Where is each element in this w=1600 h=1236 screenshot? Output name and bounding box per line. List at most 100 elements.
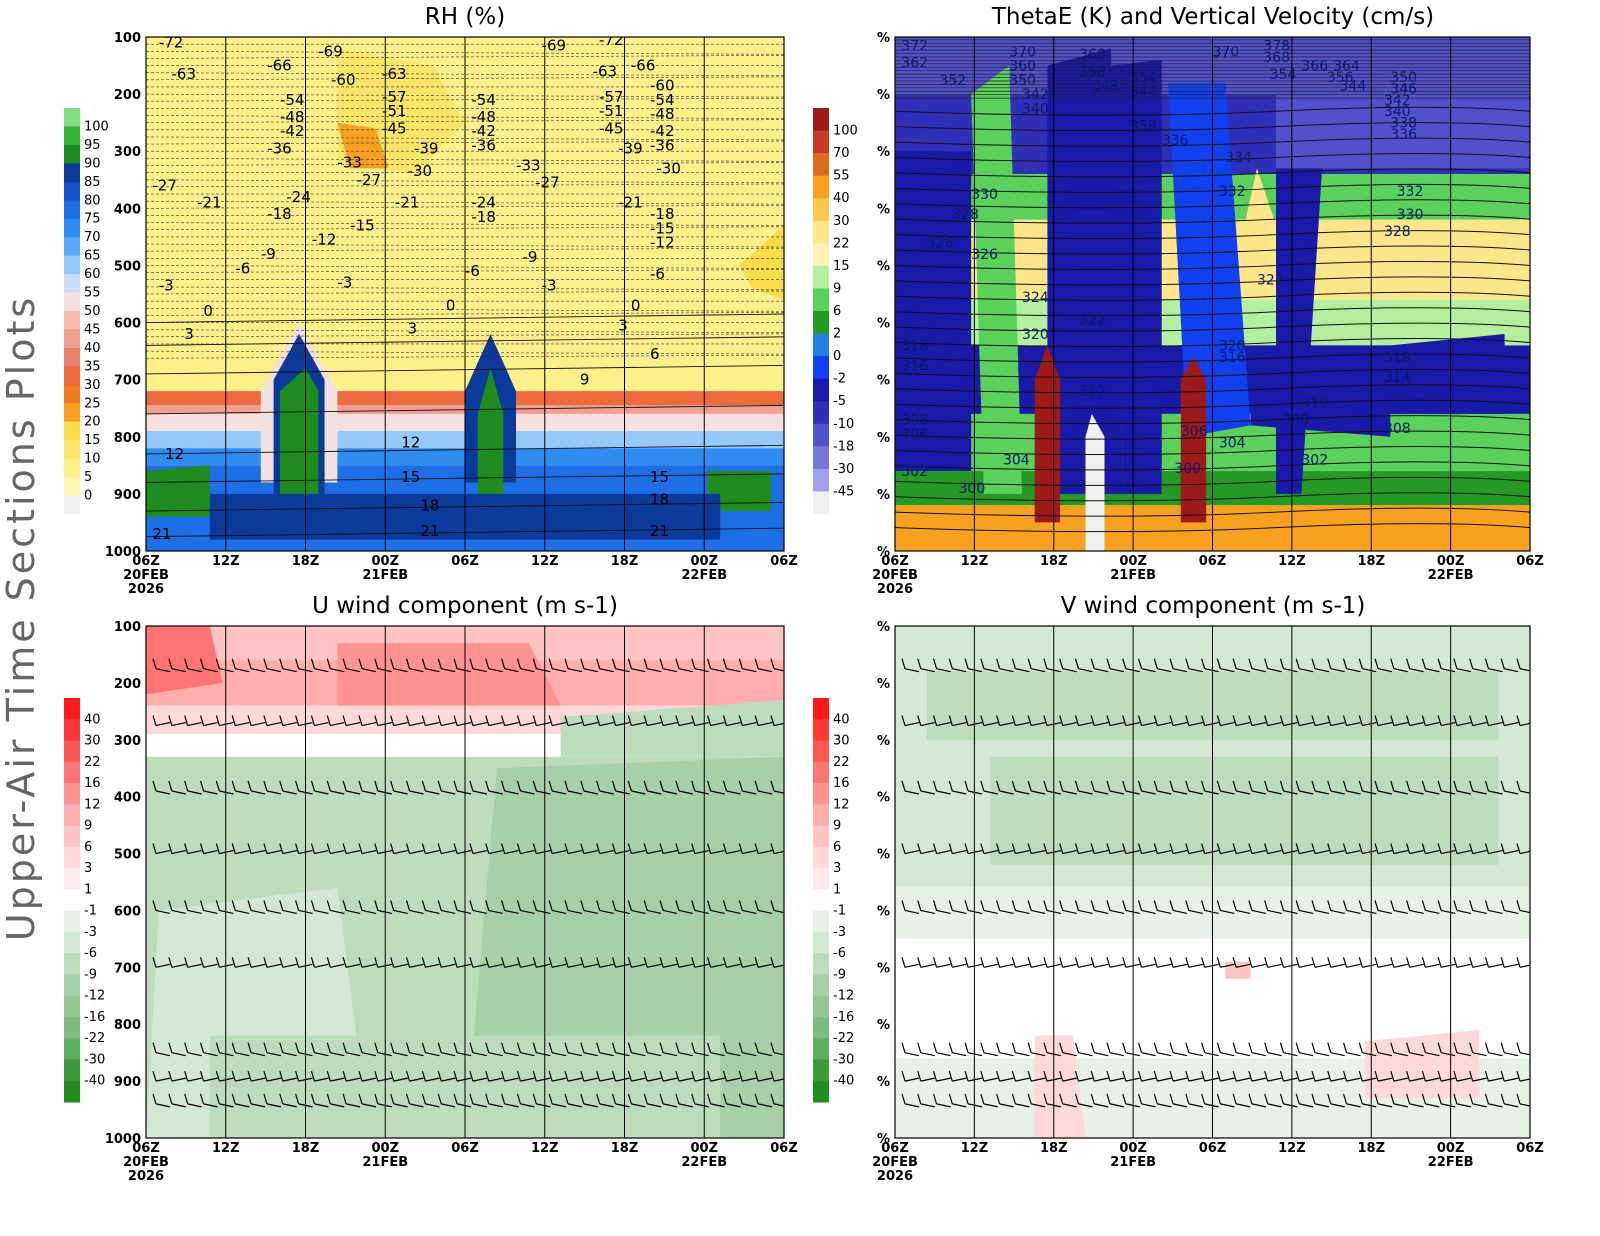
wind-barb-flag <box>390 900 395 911</box>
wind-barb <box>1141 1103 1156 1108</box>
rh-contour-label: -27 <box>152 176 177 194</box>
wind-barb <box>758 849 773 855</box>
wind-barb-flag <box>516 957 522 968</box>
thetae-contour <box>895 106 1530 116</box>
wind-barb <box>1015 1077 1030 1082</box>
wind-barb-flag <box>1027 715 1032 726</box>
wind-barb-flag <box>152 900 157 911</box>
colorbar-label: 60 <box>84 267 101 282</box>
wind-barb-flag <box>1453 780 1458 792</box>
sinking-column <box>1250 345 1391 437</box>
temp-contour <box>146 269 784 273</box>
wind-barb <box>203 790 218 795</box>
colorbar-swatch <box>813 1080 829 1103</box>
wind-barb <box>520 849 535 855</box>
y-tick-label: % <box>877 848 890 863</box>
wind-barb-flag <box>1264 715 1269 726</box>
wind-barb <box>1314 849 1330 855</box>
wind-barb-flag <box>453 900 458 911</box>
wind-barb-flag <box>1137 780 1143 792</box>
temp-contour <box>146 247 784 252</box>
wind-barb <box>999 790 1014 795</box>
wind-barb-flag <box>564 1070 569 1082</box>
colorbar-swatch <box>64 953 80 975</box>
wind-barb-flag <box>1185 715 1190 726</box>
wind-barb-flag <box>1122 1093 1127 1105</box>
colorbar-label: 16 <box>833 776 850 791</box>
wind-barb <box>361 963 377 968</box>
wind-barb-flag <box>1484 1042 1490 1053</box>
x-date-label: 22FEB <box>681 568 727 583</box>
wind-barb <box>1015 668 1030 673</box>
colorbar-swatch <box>64 889 80 912</box>
wind-barb-flag <box>1185 1070 1190 1082</box>
wind-barb-flag <box>1437 1042 1442 1053</box>
rh-contour-label: -57 <box>599 88 624 106</box>
wind-barb <box>936 1103 951 1108</box>
thetae-contour-label: 350 <box>1390 70 1417 86</box>
wind-barb <box>1425 721 1440 727</box>
wind-barb <box>567 909 583 915</box>
wind-barb-flag <box>374 1042 379 1053</box>
wind-barb-flag <box>215 1070 220 1082</box>
wind-barb <box>1236 1103 1251 1108</box>
wind-barb-flag <box>917 957 922 968</box>
x-tick-label: 18Z <box>611 1141 639 1156</box>
colorbar-label: -30 <box>84 1052 105 1067</box>
wind-barb <box>678 1052 694 1057</box>
wind-barb <box>694 1052 709 1057</box>
wind-barb <box>1015 849 1030 855</box>
y-tick-label: 500 <box>114 259 141 274</box>
wind-barb-flag <box>501 1042 506 1053</box>
wind-barb <box>647 909 662 915</box>
wind-barb-flag <box>611 1042 617 1053</box>
wind-barb-flag <box>421 957 426 968</box>
wind-barb-flag <box>1074 1070 1080 1082</box>
y-tick-label: % <box>877 1075 890 1090</box>
wind-barb-flag <box>901 715 906 726</box>
wind-barb-flag <box>1421 715 1426 726</box>
wind-barb <box>904 721 920 727</box>
wind-barb <box>1251 849 1267 855</box>
wind-barb-flag <box>1453 658 1458 669</box>
wind-barb-flag <box>1406 957 1411 968</box>
wind-barb <box>710 963 725 968</box>
x-tick-label: 00Z <box>690 1141 718 1156</box>
thetae-contour <box>895 199 1530 209</box>
wind-barb <box>488 963 503 968</box>
wind-barb <box>282 963 297 968</box>
wind-barb <box>1283 963 1298 968</box>
wind-barb-flag <box>326 658 331 669</box>
x-tick-label: 12Z <box>961 1141 989 1156</box>
wind-barb-flag <box>263 780 268 792</box>
wind-barb-flag <box>1201 1093 1206 1105</box>
wind-barb <box>583 909 598 915</box>
wind-barb-flag <box>675 957 680 968</box>
wind-barb <box>615 790 630 795</box>
wind-barb <box>361 1077 377 1082</box>
wind-barb <box>1393 963 1408 968</box>
wind-barb <box>1204 1103 1219 1108</box>
wind-barb <box>773 850 784 855</box>
x-tick-label: 06Z <box>1199 1141 1227 1156</box>
wind-barb <box>456 1103 472 1108</box>
rh-contour-label: 18 <box>650 491 669 509</box>
x-date-label: 20FEB <box>123 568 169 583</box>
wind-barb <box>361 909 377 915</box>
wind-barb <box>330 963 345 968</box>
wind-barb-flag <box>1453 1070 1458 1082</box>
rh-contour-label: -72 <box>159 34 184 52</box>
wind-barb-flag <box>310 1093 316 1105</box>
colorbar-swatch <box>64 995 80 1018</box>
wind-barb-flag <box>1453 1093 1458 1105</box>
colorbar-swatch <box>64 1059 80 1082</box>
wind-barb <box>330 721 345 727</box>
wind-barb-flag <box>948 715 953 726</box>
wind-barb-flag <box>707 780 712 792</box>
wind-barb-flag <box>1406 715 1411 726</box>
wind-barb <box>250 849 266 855</box>
wind-barb-flag <box>1484 843 1490 854</box>
wind-barb-flag <box>1027 1093 1032 1105</box>
wind-barb <box>520 909 535 915</box>
rh-contour-label: 3 <box>184 325 194 343</box>
